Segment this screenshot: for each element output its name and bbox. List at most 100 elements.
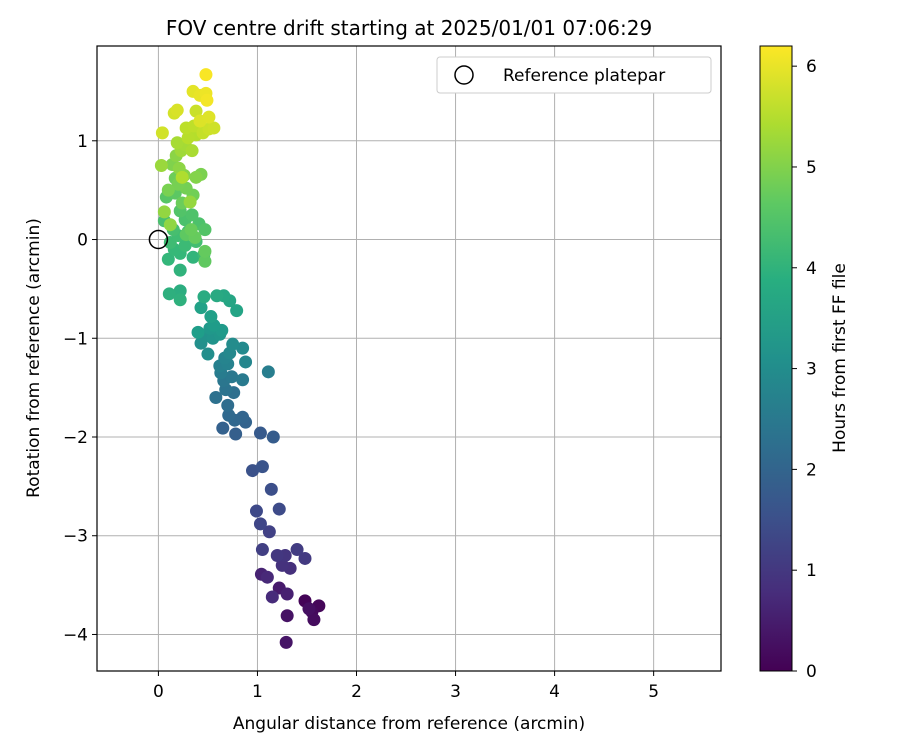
colorbar-tick-label: 3 xyxy=(806,360,817,380)
data-point xyxy=(260,570,274,584)
x-tick-label: 0 xyxy=(153,682,164,702)
data-point xyxy=(173,284,187,298)
y-tick-label: 1 xyxy=(77,132,88,152)
data-point xyxy=(261,365,275,379)
y-axis-ticks: −4 −3 −2 −1 0 1 xyxy=(63,132,97,645)
plot-frame xyxy=(96,45,722,672)
data-point xyxy=(173,293,187,307)
data-point xyxy=(178,238,192,252)
y-tick-label: −1 xyxy=(63,329,88,349)
data-point xyxy=(183,195,197,209)
data-point xyxy=(298,551,312,565)
data-point xyxy=(154,158,168,172)
data-point xyxy=(253,517,267,531)
data-point xyxy=(264,482,278,496)
data-point xyxy=(275,558,289,572)
data-point xyxy=(270,548,284,562)
data-point xyxy=(181,131,195,145)
data-point xyxy=(184,223,198,237)
data-point xyxy=(255,460,269,474)
data-point xyxy=(262,525,276,539)
data-point xyxy=(189,170,203,184)
data-point xyxy=(162,287,176,301)
data-point xyxy=(255,543,269,557)
x-tick-label: 4 xyxy=(549,682,560,702)
colorbar-tick-label: 4 xyxy=(806,259,817,279)
data-point xyxy=(204,310,218,324)
data-point xyxy=(200,93,214,107)
y-tick-label: −4 xyxy=(63,625,88,645)
data-point xyxy=(280,587,294,601)
y-tick-label: −2 xyxy=(63,428,88,448)
data-point xyxy=(221,398,235,412)
colorbar-tick-label: 0 xyxy=(806,662,817,682)
data-point xyxy=(239,355,253,369)
data-point xyxy=(280,609,294,623)
colorbar-ticks: 0 1 2 3 4 5 6 xyxy=(792,57,817,682)
y-tick-label: −3 xyxy=(63,527,88,547)
data-point xyxy=(236,341,250,355)
data-point xyxy=(265,590,279,604)
colorbar-tick-label: 5 xyxy=(806,158,817,178)
colorbar-tick-label: 1 xyxy=(806,561,817,581)
data-point xyxy=(266,430,280,444)
data-point xyxy=(253,426,267,440)
data-point xyxy=(198,223,212,237)
data-point xyxy=(307,613,321,627)
data-point xyxy=(210,289,224,303)
data-point xyxy=(198,244,212,258)
data-point xyxy=(175,170,189,184)
data-point xyxy=(185,144,199,158)
data-point xyxy=(249,504,263,518)
data-point xyxy=(216,421,230,435)
data-point xyxy=(194,301,208,315)
data-point xyxy=(290,543,304,557)
y-tick-label: 0 xyxy=(77,231,88,251)
data-point xyxy=(202,110,216,124)
data-point xyxy=(157,205,171,219)
data-point xyxy=(173,263,187,277)
colorbar-label: Hours from first FF file xyxy=(830,263,850,453)
reference-platepar-marker xyxy=(148,229,169,250)
data-point xyxy=(189,104,203,118)
x-tick-label: 2 xyxy=(351,682,362,702)
data-point xyxy=(185,208,199,222)
legend-box xyxy=(436,56,712,94)
colorbar-tick-label: 6 xyxy=(806,57,817,77)
data-point xyxy=(199,68,213,82)
x-tick-label: 5 xyxy=(648,682,659,702)
data-point xyxy=(302,602,316,616)
data-point xyxy=(246,464,260,478)
data-point xyxy=(207,121,221,135)
data-point xyxy=(161,252,175,266)
data-point xyxy=(198,254,212,268)
data-point xyxy=(197,290,211,304)
data-point xyxy=(186,250,200,264)
data-point xyxy=(170,136,184,150)
data-point xyxy=(226,337,240,351)
chart-title: FOV centre drift starting at 2025/01/01 … xyxy=(166,16,652,40)
data-point xyxy=(225,370,239,384)
legend-label: Reference platepar xyxy=(503,66,665,86)
x-axis-label: Angular distance from reference (arcmin) xyxy=(233,714,585,734)
legend-marker xyxy=(454,65,474,85)
x-tick-label: 1 xyxy=(252,682,263,702)
data-point xyxy=(170,103,184,117)
data-point xyxy=(229,427,243,441)
data-point xyxy=(161,183,175,197)
data-point xyxy=(201,347,215,361)
y-axis-label: Rotation from reference (arcmin) xyxy=(24,218,44,498)
data-point xyxy=(272,502,286,516)
colorbar: 0 1 2 3 4 5 6 Hours from first FF file xyxy=(759,45,850,682)
colorbar-tick-label: 2 xyxy=(806,460,817,480)
data-point xyxy=(209,391,223,405)
colorbar-gradient xyxy=(759,45,793,672)
x-tick-label: 3 xyxy=(450,682,461,702)
data-point xyxy=(236,373,250,387)
data-point xyxy=(163,218,177,232)
data-point xyxy=(191,325,205,339)
data-point xyxy=(222,408,236,422)
data-point xyxy=(230,304,244,318)
